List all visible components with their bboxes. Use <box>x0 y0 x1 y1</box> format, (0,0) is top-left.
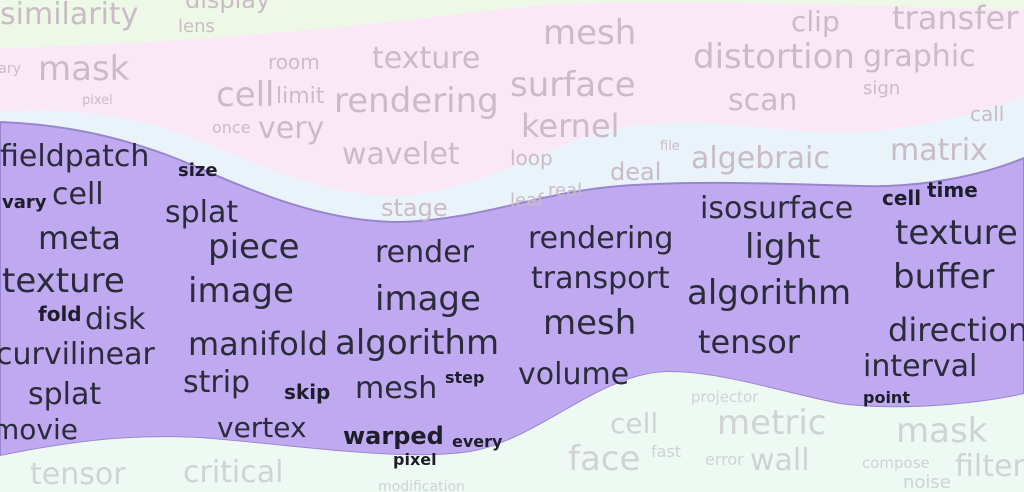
word-leaf: leaf <box>510 190 544 211</box>
word-lens: lens <box>178 16 215 37</box>
word-stage: stage <box>381 194 448 222</box>
word-fold: fold <box>38 302 82 326</box>
word-error: error <box>705 450 744 469</box>
word-manifold: manifold <box>188 325 328 363</box>
word-similarity: similarity <box>0 0 139 32</box>
word-splat-a: splat <box>165 195 239 230</box>
word-mask-top: mask <box>38 49 130 89</box>
word-very: very <box>258 111 325 146</box>
word-loop: loop <box>510 146 553 170</box>
word-filter: filter <box>955 449 1024 484</box>
word-tensor: tensor <box>698 323 800 361</box>
word-wall: wall <box>750 443 810 478</box>
band-mint <box>0 372 1024 492</box>
band-green <box>0 0 1024 48</box>
word-pixel-faint: pixel <box>82 93 113 108</box>
word-image-b: image <box>375 279 481 319</box>
word-clip: clip <box>791 5 840 38</box>
word-transport: transport <box>531 261 670 296</box>
word-cell-bottom: cell <box>610 407 659 440</box>
word-rendering: rendering <box>528 221 674 256</box>
word-compose: compose <box>862 454 930 472</box>
word-pixel: pixel <box>393 450 437 469</box>
word-light: light <box>745 227 821 267</box>
word-texture: texture <box>2 261 125 301</box>
word-tensor-bottom: tensor <box>30 457 126 492</box>
word-graphic: graphic <box>863 39 976 74</box>
word-deal: deal <box>610 158 662 186</box>
word-skip: skip <box>284 380 331 404</box>
word-cell: cell <box>52 177 104 212</box>
word-warped: warped <box>343 422 444 450</box>
word-piece: piece <box>208 227 300 267</box>
word-vary: vary <box>2 192 47 213</box>
word-cell-faint: cell <box>216 75 275 115</box>
word-call: call <box>970 102 1005 126</box>
word-texture-top: texture <box>372 41 481 76</box>
word-fast: fast <box>651 442 682 461</box>
word-interval: interval <box>863 349 978 384</box>
word-file: file <box>660 139 680 154</box>
word-image-a: image <box>188 271 294 311</box>
word-face: face <box>568 439 641 479</box>
word-step: step <box>445 368 485 387</box>
word-transfer: transfer <box>892 0 1019 37</box>
word-once: once <box>212 118 251 137</box>
word-fieldpatch: fieldpatch <box>0 139 150 174</box>
word-modification: modification <box>378 479 465 492</box>
word-meta: meta <box>38 219 122 257</box>
word-projector: projector <box>691 388 759 406</box>
word-sign: sign <box>863 78 901 99</box>
word-real: real <box>548 180 583 201</box>
word-algorithm-right: algorithm <box>687 273 852 313</box>
word-cell-small: cell <box>882 186 922 210</box>
word-algorithm: algorithm <box>335 323 500 363</box>
word-room: room <box>268 50 320 74</box>
word-time: time <box>927 178 978 202</box>
word-distortion: distortion <box>693 37 855 77</box>
word-render: render <box>375 235 474 270</box>
word-volume: volume <box>518 357 630 392</box>
word-direction: direction <box>888 311 1024 349</box>
word-buffer: buffer <box>893 257 995 297</box>
word-size: size <box>178 160 218 181</box>
word-curvilinear: curvilinear <box>0 337 155 372</box>
word-kernel: kernel <box>521 107 620 145</box>
word-every: every <box>452 432 503 451</box>
word-limit: limit <box>276 84 325 109</box>
word-critical: critical <box>183 455 284 490</box>
word-mesh-top: mesh <box>543 13 637 53</box>
word-matrix: matrix <box>890 133 988 168</box>
word-metric: metric <box>717 403 827 443</box>
band-pink <box>0 2 1024 196</box>
word-display: display <box>185 0 271 14</box>
word-disk: disk <box>85 302 146 337</box>
word-algebraic: algebraic <box>691 141 830 176</box>
word-rendering-top: rendering <box>334 81 499 121</box>
word-wavelet: wavelet <box>342 137 460 172</box>
word-mask-bottom: mask <box>896 411 988 451</box>
word-texture-right: texture <box>895 213 1018 253</box>
word-noise: noise <box>903 472 951 492</box>
word-strip: strip <box>183 365 251 400</box>
word-isosurface: isosurface <box>700 191 854 226</box>
word-point: point <box>863 388 910 407</box>
word-movie: movie <box>0 413 78 446</box>
word-scan: scan <box>728 83 798 118</box>
word-mesh-a: mesh <box>543 303 637 343</box>
word-splat-b: splat <box>28 377 102 412</box>
word-surface: surface <box>510 65 636 105</box>
word-vertex: vertex <box>217 411 307 444</box>
word-vary-faint: vary <box>0 61 21 77</box>
word-mesh-b: mesh <box>355 371 438 406</box>
